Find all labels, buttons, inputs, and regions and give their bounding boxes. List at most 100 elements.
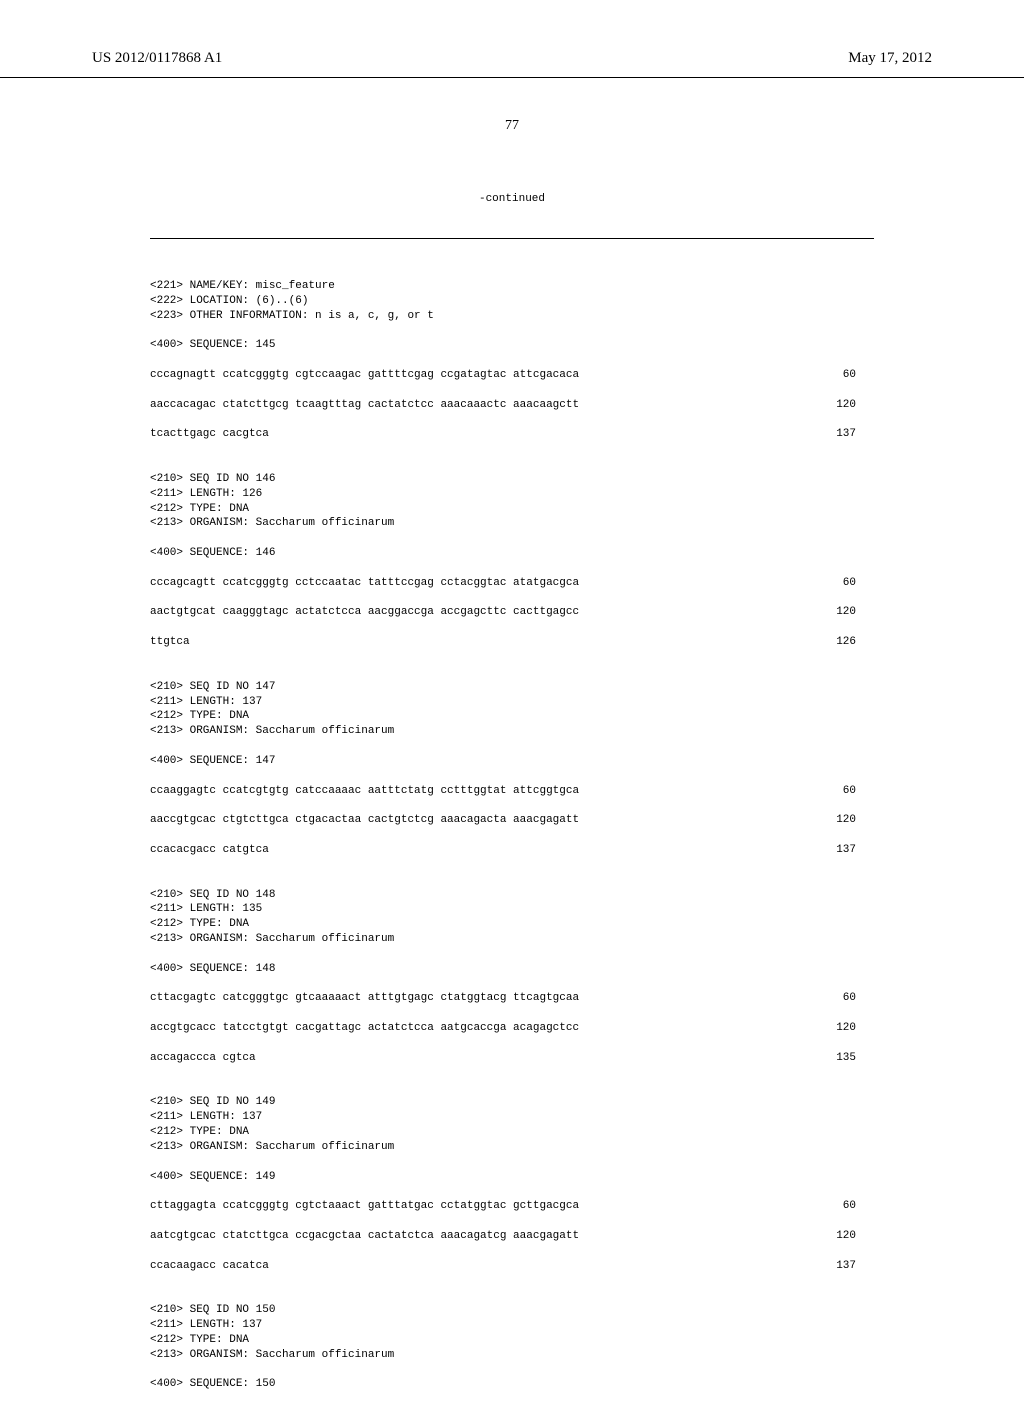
sequence-row: aactgtgcat caagggtagc actatctcca aacggac… — [150, 605, 874, 620]
sequence-container: <221> NAME/KEY: misc_feature<222> LOCATI… — [150, 279, 874, 1392]
blank-line — [150, 591, 874, 606]
sequence-position: 60 — [843, 1199, 874, 1214]
sequence-listing: -continued <221> NAME/KEY: misc_feature<… — [150, 162, 874, 1407]
sequence-text: cttacgagtc catcgggtgc gtcaaaaact atttgtg… — [150, 991, 579, 1006]
sequence-text: cccagcagtt ccatcgggtg cctccaatac tatttcc… — [150, 576, 579, 591]
sequence-meta-line — [150, 457, 874, 472]
sequence-position: 60 — [843, 576, 874, 591]
sequence-meta-line — [150, 323, 874, 338]
sequence-position: 60 — [843, 368, 874, 383]
sequence-meta-line: <221> NAME/KEY: misc_feature — [150, 279, 874, 294]
sequence-position: 120 — [836, 398, 874, 413]
sequence-meta-line: <400> SEQUENCE: 149 — [150, 1170, 874, 1185]
blank-line — [150, 1036, 874, 1051]
sequence-position: 60 — [843, 991, 874, 1006]
sequence-text: ttgtca — [150, 635, 190, 650]
sequence-meta-line — [150, 977, 874, 992]
sequence-meta-line — [150, 665, 874, 680]
sequence-row: ccaaggagtc ccatcgtgtg catccaaaac aatttct… — [150, 784, 874, 799]
sequence-meta-line — [150, 1273, 874, 1288]
sequence-meta-line: <213> ORGANISM: Saccharum officinarum — [150, 1348, 874, 1363]
sequence-meta-line — [150, 1288, 874, 1303]
sequence-row: cttacgagtc catcgggtgc gtcaaaaact atttgtg… — [150, 991, 874, 1006]
blank-line — [150, 383, 874, 398]
publication-number: US 2012/0117868 A1 — [92, 50, 222, 67]
sequence-meta-line: <210> SEQ ID NO 150 — [150, 1303, 874, 1318]
sequence-meta-line: <212> TYPE: DNA — [150, 1125, 874, 1140]
sequence-meta-line — [150, 1184, 874, 1199]
publication-date: May 17, 2012 — [848, 50, 932, 67]
sequence-row: ttgtca 126 — [150, 635, 874, 650]
continued-label: -continued — [150, 192, 874, 209]
sequence-position: 120 — [836, 1021, 874, 1036]
sequence-meta-line: <211> LENGTH: 137 — [150, 1318, 874, 1333]
sequence-meta-line: <400> SEQUENCE: 148 — [150, 962, 874, 977]
sequence-text: ccaaggagtc ccatcgtgtg catccaaaac aatttct… — [150, 784, 579, 799]
sequence-meta-line: <212> TYPE: DNA — [150, 917, 874, 932]
sequence-row: accgtgcacc tatcctgtgt cacgattagc actatct… — [150, 1021, 874, 1036]
sequence-position: 126 — [836, 635, 874, 650]
sequence-row: accagaccca cgtca 135 — [150, 1051, 874, 1066]
sequence-meta-line — [150, 442, 874, 457]
sequence-text: aactgtgcat caagggtagc actatctcca aacggac… — [150, 605, 579, 620]
sequence-position: 120 — [836, 605, 874, 620]
sequence-meta-line: <212> TYPE: DNA — [150, 709, 874, 724]
sequence-meta-line: <213> ORGANISM: Saccharum officinarum — [150, 932, 874, 947]
sequence-meta-line: <210> SEQ ID NO 146 — [150, 472, 874, 487]
sequence-row: tcacttgagc cacgtca 137 — [150, 427, 874, 442]
sequence-text: tcacttgagc cacgtca — [150, 427, 269, 442]
sequence-meta-line — [150, 858, 874, 873]
sequence-meta-line: <212> TYPE: DNA — [150, 502, 874, 517]
sequence-meta-line: <223> OTHER INFORMATION: n is a, c, g, o… — [150, 309, 874, 324]
sequence-meta-line: <400> SEQUENCE: 147 — [150, 754, 874, 769]
sequence-row: cttaggagta ccatcgggtg cgtctaaact gatttat… — [150, 1199, 874, 1214]
sequence-meta-line: <211> LENGTH: 137 — [150, 695, 874, 710]
page-number: 77 — [0, 118, 1024, 134]
sequence-meta-line — [150, 1155, 874, 1170]
sequence-meta-line: <222> LOCATION: (6)..(6) — [150, 294, 874, 309]
sequence-meta-line: <212> TYPE: DNA — [150, 1333, 874, 1348]
sequence-position: 60 — [843, 784, 874, 799]
sequence-meta-line — [150, 1080, 874, 1095]
sequence-meta-line — [150, 769, 874, 784]
blank-line — [150, 1214, 874, 1229]
sequence-position: 137 — [836, 427, 874, 442]
sequence-text: accagaccca cgtca — [150, 1051, 256, 1066]
sequence-row: cccagcagtt ccatcgggtg cctccaatac tatttcc… — [150, 576, 874, 591]
sequence-position: 120 — [836, 1229, 874, 1244]
sequence-row: aaccgtgcac ctgtcttgca ctgacactaa cactgtc… — [150, 813, 874, 828]
sequence-meta-line — [150, 353, 874, 368]
sequence-text: aatcgtgcac ctatcttgca ccgacgctaa cactatc… — [150, 1229, 579, 1244]
sequence-meta-line — [150, 1066, 874, 1081]
sequence-row: ccacacgacc catgtca 137 — [150, 843, 874, 858]
sequence-text: ccacaagacc cacatca — [150, 1259, 269, 1274]
sequence-meta-line — [150, 947, 874, 962]
sequence-meta-line — [150, 531, 874, 546]
sequence-meta-line: <210> SEQ ID NO 149 — [150, 1095, 874, 1110]
sequence-position: 135 — [836, 1051, 874, 1066]
sequence-position: 137 — [836, 843, 874, 858]
blank-line — [150, 828, 874, 843]
sequence-row: ccacaagacc cacatca137 — [150, 1259, 874, 1274]
sequence-row: cccagnagtt ccatcgggtg cgtccaagac gattttc… — [150, 368, 874, 383]
blank-line — [150, 798, 874, 813]
sequence-meta-line: <400> SEQUENCE: 146 — [150, 546, 874, 561]
page-header: US 2012/0117868 A1 May 17, 2012 — [0, 50, 1024, 78]
blank-line — [150, 620, 874, 635]
sequence-position: 120 — [836, 813, 874, 828]
sequence-meta-line: <400> SEQUENCE: 150 — [150, 1377, 874, 1392]
sequence-text: aaccacagac ctatcttgcg tcaagtttag cactatc… — [150, 398, 579, 413]
blank-line — [150, 413, 874, 428]
sequence-meta-line: <211> LENGTH: 135 — [150, 902, 874, 917]
sequence-text: ccacacgacc catgtca — [150, 843, 269, 858]
divider-line — [150, 238, 874, 239]
blank-line — [150, 1244, 874, 1259]
sequence-meta-line: <210> SEQ ID NO 147 — [150, 680, 874, 695]
sequence-meta-line: <213> ORGANISM: Saccharum officinarum — [150, 1140, 874, 1155]
sequence-meta-line — [150, 650, 874, 665]
sequence-meta-line — [150, 1363, 874, 1378]
sequence-meta-line: <211> LENGTH: 126 — [150, 487, 874, 502]
sequence-meta-line — [150, 739, 874, 754]
sequence-text: accgtgcacc tatcctgtgt cacgattagc actatct… — [150, 1021, 579, 1036]
sequence-meta-line: <210> SEQ ID NO 148 — [150, 888, 874, 903]
